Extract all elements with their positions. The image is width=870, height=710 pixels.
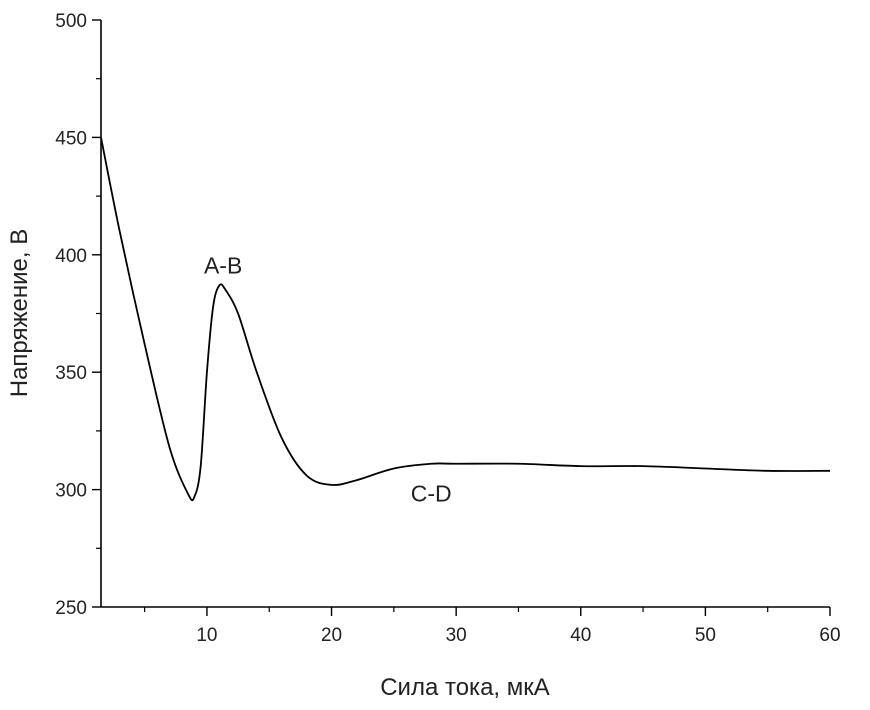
x-tick-label: 10: [196, 625, 217, 646]
x-axis-title: Сила тока, мкА: [380, 674, 550, 701]
annotation-label: A-B: [204, 253, 242, 279]
x-tick-label: 50: [695, 625, 716, 646]
x-tick-label: 60: [819, 625, 840, 646]
y-tick-label: 350: [55, 363, 87, 384]
y-axis-title: Напряжение, В: [6, 229, 33, 398]
y-tick-label: 500: [55, 11, 87, 32]
tick-labels: 10 20 30 40 50 60 250 300 350 400 450 500: [55, 11, 840, 646]
x-tick-label: 40: [570, 625, 591, 646]
y-tick-label: 300: [55, 481, 87, 502]
y-tick-label: 250: [55, 598, 87, 619]
series-layer: [100, 137, 831, 502]
y-tick-label: 450: [55, 128, 87, 149]
annotations: A-B C-D: [204, 253, 452, 507]
tick-marks: [92, 19, 831, 616]
axes: [100, 20, 830, 608]
x-tick-label: 20: [321, 625, 342, 646]
x-tick-label: 30: [446, 625, 467, 646]
annotation-label: C-D: [411, 480, 452, 506]
series-line: [100, 137, 831, 502]
y-tick-label: 400: [55, 246, 87, 267]
